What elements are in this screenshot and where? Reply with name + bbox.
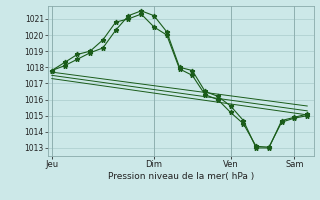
X-axis label: Pression niveau de la mer( hPa ): Pression niveau de la mer( hPa ) (108, 172, 254, 181)
